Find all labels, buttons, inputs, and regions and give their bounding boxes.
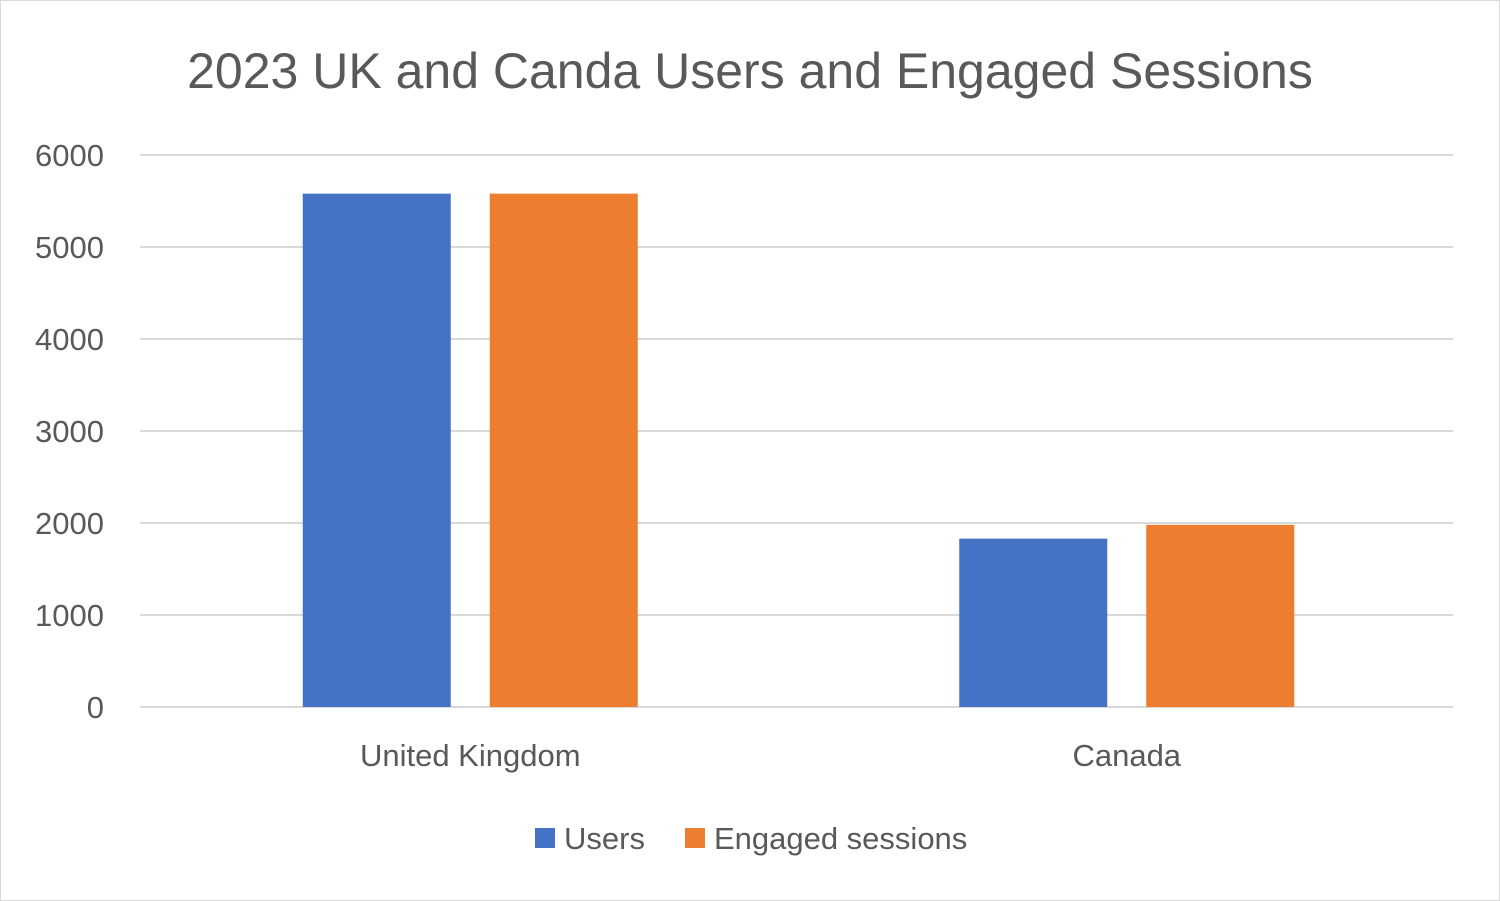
x-category-label: Canada: [1072, 738, 1181, 773]
legend-swatch: [535, 828, 555, 848]
legend-label: Users: [564, 821, 645, 856]
y-tick-label: 3000: [35, 414, 104, 449]
bars: [302, 193, 1295, 707]
bar-users: [959, 538, 1108, 707]
x-axis-category-labels: United Kingdom Canada: [360, 738, 1182, 773]
x-category-label: United Kingdom: [360, 738, 581, 773]
bar-users: [302, 193, 451, 707]
legend-swatch: [684, 828, 705, 848]
y-tick-label: 1000: [35, 598, 104, 633]
legend: Users Engaged sessions: [535, 821, 967, 856]
y-tick-label: 6000: [35, 138, 104, 173]
bar-engaged-sessions: [489, 193, 638, 707]
bar-engaged-sessions: [1146, 524, 1295, 707]
y-tick-label: 5000: [35, 230, 104, 265]
y-axis-tick-labels: 0 1000 2000 3000 4000 5000 6000: [35, 138, 104, 725]
chart-title: 2023 UK and Canda Users and Engaged Sess…: [187, 43, 1313, 99]
y-tick-label: 2000: [35, 506, 104, 541]
y-tick-label: 4000: [35, 322, 104, 357]
y-tick-label: 0: [87, 690, 104, 725]
legend-label: Engaged sessions: [714, 821, 967, 856]
